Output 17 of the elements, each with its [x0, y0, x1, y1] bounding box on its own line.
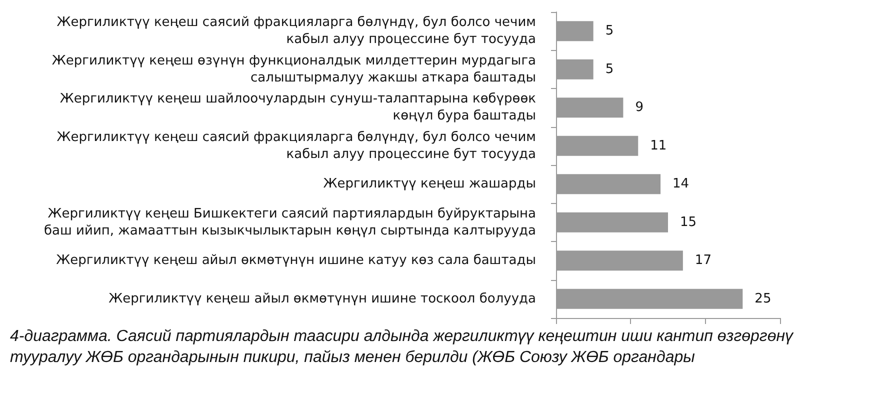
- y-tick-label: Жергиликтүү кеңеш айыл өкмөтүнүн ишине катуу көз сала баштады: [56, 253, 536, 268]
- y-tick-label: Жергиликтүү кеңеш Бишкектеги саясий партиялардын буйруктарына баш ийип, жамааттын кызыкчылыктарын көңүл сыртында калтырууда: [44, 206, 536, 238]
- data-label: 5: [605, 62, 614, 77]
- data-label: 25: [754, 291, 772, 306]
- y-tick-label: Жергиликтүү кеңеш саясий фракцияларга бөлүндү, бул болсо чечим кабыл алуу процессине бут тосууда: [56, 130, 536, 162]
- y-tick-label: Жергиликтүү кеңеш өзүнүн функционалдык милдеттерин мурдагыга салыштырмалуу жакшы аткара баштады: [52, 53, 536, 86]
- data-label: 15: [680, 214, 697, 230]
- y-tick-label: Жергиликтүү кеңеш шайлоочулардын сунуш-талаптарына көбүрөөк көңүл бура баштады: [60, 92, 536, 124]
- data-label: 11: [650, 138, 667, 154]
- data-label: 9: [635, 100, 644, 116]
- data-label: 14: [672, 176, 690, 192]
- y-tick-label: Жергиликтүү кеңеш жашарды: [323, 176, 536, 192]
- data-label: 5: [605, 24, 614, 39]
- text: 4-диаграмма. Саясий партиялардын таасири алдында жергиликтүү кеңештин иши кантип өзгөргөнү тууралуу ЖӨБ органдарынын пикири, пайыз менен берилди (ЖӨБ Союзу ЖӨБ органдары: [9, 327, 795, 368]
- y-tick-label: Жергиликтүү кеңеш саясий фракцияларга бөлүндү, бул болсо чечим кабыл алуу процессине бут тосууда: [56, 15, 536, 48]
- data-label: 17: [694, 253, 712, 268]
- y-tick-label: Жергиликтүү кеңеш айыл өкмөтүнүн ишине тоскоол болууда: [108, 291, 536, 306]
